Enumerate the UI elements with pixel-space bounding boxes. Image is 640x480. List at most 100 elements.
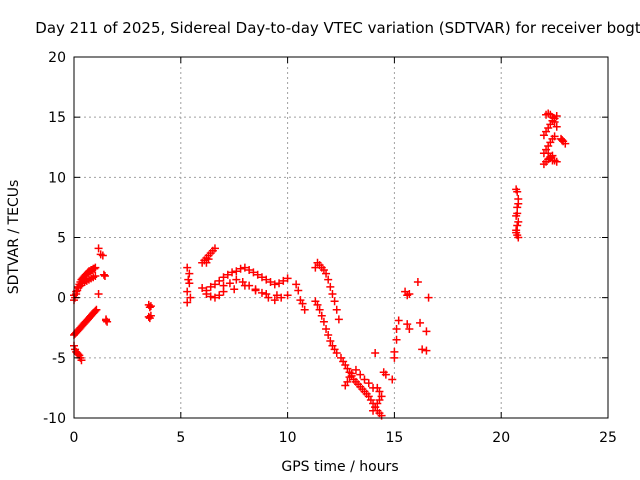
data-point <box>512 228 521 237</box>
data-point <box>245 265 254 274</box>
data-point <box>184 275 193 284</box>
data-point <box>183 287 192 296</box>
data-point <box>375 395 384 404</box>
x-axis-label: GPS time / hours <box>281 459 398 475</box>
x-tick-label: 20 <box>492 430 510 446</box>
data-points <box>70 109 570 420</box>
x-tick-label: 5 <box>176 430 185 446</box>
data-point <box>413 278 422 287</box>
y-tick-label: 5 <box>57 231 66 247</box>
data-point <box>558 136 567 145</box>
data-point <box>251 285 260 294</box>
data-point <box>228 268 237 277</box>
data-point <box>550 117 559 126</box>
data-point <box>394 316 403 325</box>
data-point <box>548 113 557 122</box>
data-point <box>392 335 401 344</box>
data-point <box>230 285 239 294</box>
axis-ticks: 0 5 10 15 20 25 -10 -5 0 5 10 15 20 <box>43 50 617 446</box>
y-tick-label: 20 <box>48 50 66 66</box>
data-point <box>206 282 215 291</box>
data-point <box>313 300 322 309</box>
x-tick-label: 10 <box>279 430 297 446</box>
data-point <box>364 379 373 388</box>
data-point <box>98 251 107 260</box>
data-point <box>257 273 266 282</box>
data-point <box>270 280 279 289</box>
data-point <box>92 305 101 314</box>
data-point <box>279 276 288 285</box>
data-point <box>264 293 273 302</box>
data-point <box>292 280 301 289</box>
data-point <box>283 291 292 300</box>
data-point <box>324 275 333 284</box>
data-point <box>236 264 245 273</box>
data-point <box>334 315 343 324</box>
data-point <box>513 187 522 196</box>
data-point <box>275 279 284 288</box>
data-point <box>388 375 397 384</box>
data-point <box>317 311 326 320</box>
data-point <box>324 330 333 339</box>
data-point <box>552 157 561 166</box>
data-point <box>371 349 380 358</box>
data-point <box>90 264 99 273</box>
data-point <box>215 291 224 300</box>
data-point <box>390 347 399 356</box>
data-point <box>232 275 241 284</box>
data-point <box>514 233 523 242</box>
data-point <box>513 221 522 230</box>
data-point <box>322 324 331 333</box>
data-point <box>552 122 561 131</box>
data-point <box>210 244 219 253</box>
data-point <box>326 282 335 291</box>
data-point <box>550 132 559 141</box>
data-point <box>315 305 324 314</box>
data-point <box>514 217 523 226</box>
data-point <box>332 349 341 358</box>
data-point <box>185 279 194 288</box>
data-point <box>183 298 192 307</box>
data-point <box>219 273 228 282</box>
data-point <box>185 269 194 278</box>
data-point <box>332 305 341 314</box>
data-point <box>206 292 215 301</box>
data-point <box>94 290 103 299</box>
y-tick-label: 10 <box>48 170 66 186</box>
data-point <box>94 244 103 253</box>
data-point <box>326 336 335 345</box>
x-tick-label: 25 <box>599 430 617 446</box>
data-point <box>392 324 401 333</box>
data-point <box>91 263 100 272</box>
data-point <box>294 286 303 295</box>
data-point <box>210 293 219 302</box>
chart-title: Day 211 of 2025, Sidereal Day-to-day VTE… <box>35 19 640 37</box>
data-point <box>283 274 292 283</box>
data-point <box>514 199 523 208</box>
data-point <box>249 268 258 277</box>
data-point <box>253 270 262 279</box>
y-axis-label: SDTVAR / TECUs <box>6 180 22 295</box>
data-point <box>405 290 414 299</box>
data-point <box>215 276 224 285</box>
data-point <box>238 278 247 287</box>
data-point <box>91 306 100 315</box>
data-point <box>77 356 86 365</box>
data-point <box>552 111 561 120</box>
data-point <box>100 272 109 281</box>
y-tick-label: -5 <box>52 351 66 367</box>
data-point <box>219 281 228 290</box>
data-point <box>204 255 213 264</box>
grid-lines <box>74 57 608 418</box>
data-point <box>416 318 425 327</box>
data-point <box>424 293 433 302</box>
data-point <box>266 278 275 287</box>
data-point <box>183 263 192 272</box>
data-point <box>356 370 365 379</box>
data-point <box>298 299 307 308</box>
data-point <box>319 317 328 326</box>
data-point <box>513 209 522 218</box>
y-tick-label: 15 <box>48 110 66 126</box>
data-point <box>405 324 414 333</box>
data-point <box>232 267 241 276</box>
